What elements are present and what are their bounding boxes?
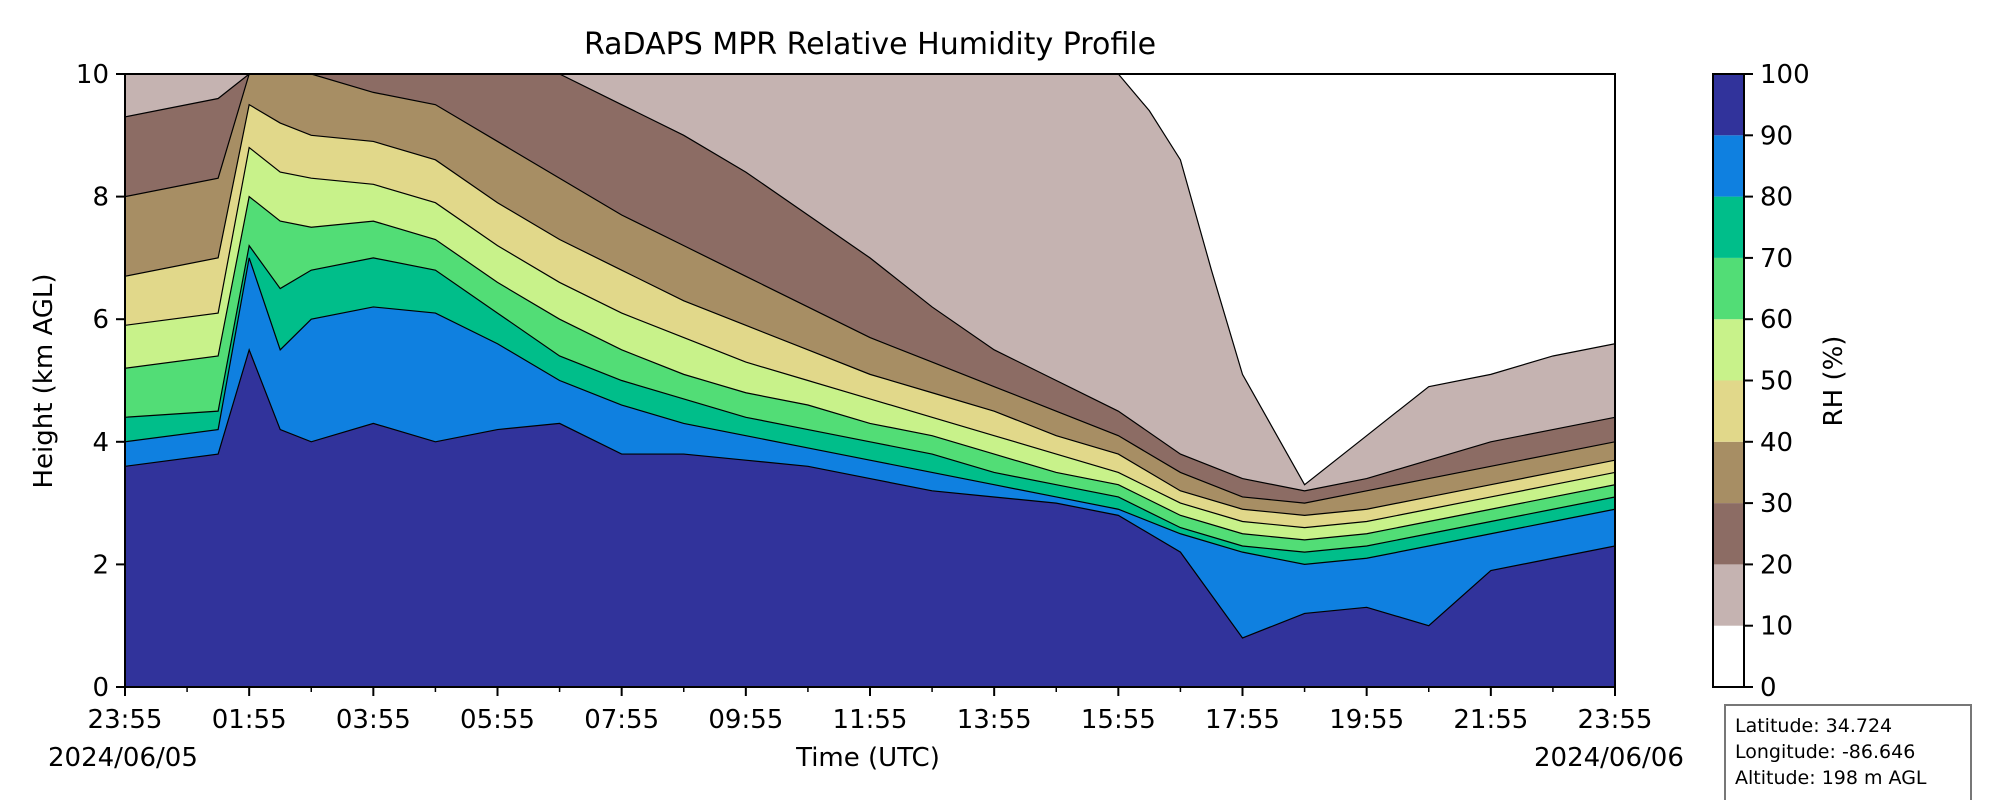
isoline-70 bbox=[125, 244, 1615, 553]
colorbar-swatch-20 bbox=[1713, 503, 1744, 565]
x-tick-label: 19:55 bbox=[1329, 705, 1404, 735]
colorbar-swatch-40 bbox=[1713, 380, 1744, 442]
colorbar-tick-label: 0 bbox=[1760, 673, 1777, 703]
band-0-10 bbox=[125, 74, 1615, 485]
colorbar-swatch-30 bbox=[1713, 441, 1744, 504]
colorbar-swatch-70 bbox=[1713, 196, 1744, 258]
x-tick-label: 05:55 bbox=[460, 705, 535, 735]
x-tick-label: 15:55 bbox=[1081, 705, 1156, 735]
x-tick-label: 03:55 bbox=[336, 705, 411, 735]
isoline-90 bbox=[125, 348, 1615, 639]
colorbar-swatch-0 bbox=[1713, 625, 1744, 687]
colorbar-label: RH (%) bbox=[1819, 336, 1849, 427]
isoline-80 bbox=[125, 257, 1615, 566]
colorbar-tick-label: 10 bbox=[1760, 612, 1793, 642]
colorbar-tick-label: 70 bbox=[1760, 244, 1793, 274]
y-tick-label: 0 bbox=[92, 673, 109, 703]
colorbar-swatch-50 bbox=[1713, 319, 1744, 381]
colorbar-swatch-10 bbox=[1713, 564, 1744, 626]
x-tick-label: 23:55 bbox=[88, 705, 163, 735]
colorbar-tick-label: 90 bbox=[1760, 121, 1793, 151]
x-axis-label: Time (UTC) bbox=[795, 743, 940, 773]
colorbar-tick-label: 80 bbox=[1760, 183, 1793, 213]
longitude-text: Longitude: -86.646 bbox=[1735, 741, 1915, 763]
y-tick-label: 6 bbox=[92, 305, 109, 335]
latitude-text: Latitude: 34.724 bbox=[1735, 715, 1892, 737]
colorbar-tick-label: 30 bbox=[1760, 489, 1793, 519]
x-tick-label: 07:55 bbox=[584, 705, 659, 735]
isoline-30 bbox=[125, 74, 1615, 504]
x-tick-label: 23:55 bbox=[1578, 705, 1653, 735]
x-tick-label: 11:55 bbox=[833, 705, 908, 735]
altitude-text: Altitude: 198 m AGL bbox=[1735, 767, 1927, 789]
x-axis: 23:55 01:55 03:55 05:55 07:55 09:55 11:55 13:55… bbox=[88, 687, 1653, 735]
colorbar-swatch-80 bbox=[1713, 135, 1744, 197]
colorbar-swatch-90 bbox=[1713, 74, 1744, 136]
isoline-50 bbox=[125, 146, 1615, 529]
station-info-box: Latitude: 34.724 Longitude: -86.646 Alti… bbox=[1724, 704, 1972, 800]
isoline-20 bbox=[125, 74, 1615, 492]
colorbar: 0 10 20 30 40 50 60 70 80 90 100 bbox=[1712, 60, 1810, 703]
x-tick-label: 21:55 bbox=[1453, 705, 1528, 735]
colorbar-tick-label: 40 bbox=[1760, 428, 1793, 458]
y-tick-label: 8 bbox=[92, 183, 109, 213]
isoline-10 bbox=[125, 74, 1615, 486]
chart-title: RaDAPS MPR Relative Humidity Profile bbox=[584, 27, 1156, 62]
colorbar-tick-label: 20 bbox=[1760, 550, 1793, 580]
y-axis-label: Height (km AGL) bbox=[29, 273, 59, 488]
x-tick-label: 09:55 bbox=[708, 705, 783, 735]
contour-bands bbox=[125, 74, 1615, 687]
info-box-frame bbox=[1724, 704, 1972, 800]
x-tick-label: 17:55 bbox=[1205, 705, 1280, 735]
plot-area bbox=[124, 73, 1616, 688]
x-tick-label: 13:55 bbox=[957, 705, 1032, 735]
colorbar-tick-label: 100 bbox=[1760, 60, 1810, 90]
y-tick-label: 10 bbox=[76, 60, 109, 90]
date-start-label: 2024/06/05 bbox=[48, 743, 198, 773]
y-tick-label: 2 bbox=[92, 550, 109, 580]
isoline-60 bbox=[125, 195, 1615, 541]
date-end-label: 2024/06/06 bbox=[1534, 743, 1684, 773]
colorbar-tick-label: 60 bbox=[1760, 305, 1793, 335]
colorbar-tick-label: 50 bbox=[1760, 367, 1793, 397]
isoline-40 bbox=[125, 103, 1615, 516]
y-tick-label: 4 bbox=[92, 428, 109, 458]
y-axis: 0 2 4 6 8 10 bbox=[76, 60, 125, 703]
x-tick-label: 01:55 bbox=[212, 705, 287, 735]
colorbar-swatch-60 bbox=[1713, 257, 1744, 320]
